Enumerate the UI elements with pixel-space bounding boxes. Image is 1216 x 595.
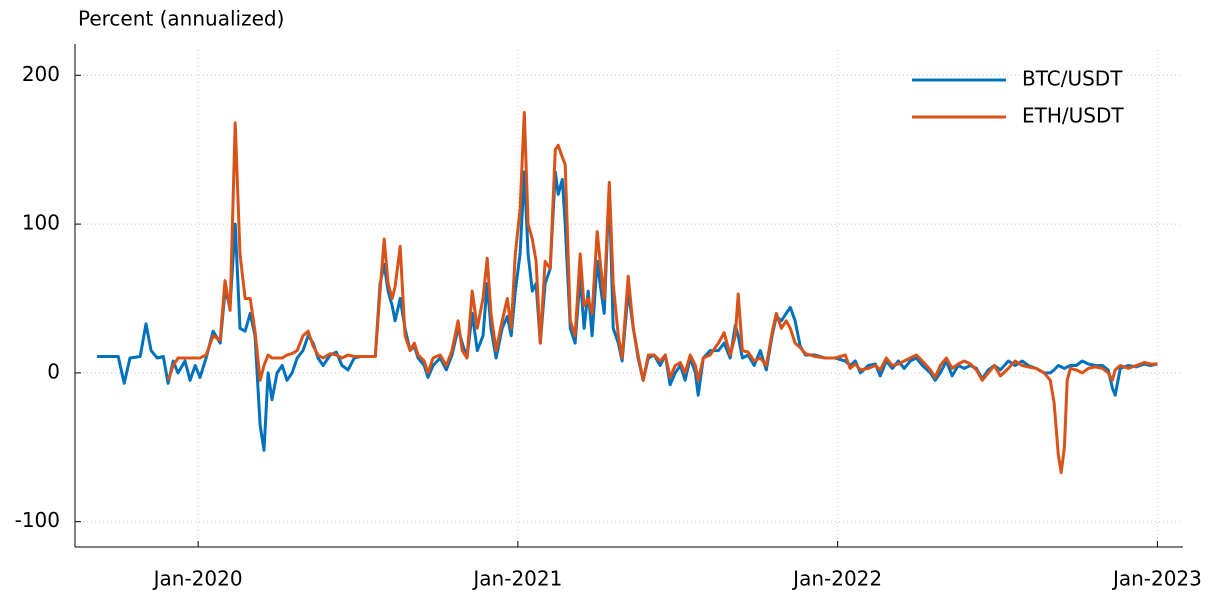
x-tick-label: Jan-2021 — [471, 567, 562, 591]
x-tick-label: Jan-2020 — [152, 567, 243, 591]
y-tick-label: 0 — [47, 359, 60, 383]
series-line — [97, 170, 1158, 452]
y-axis-label: Percent (annualized) — [78, 7, 284, 31]
y-tick-label: 200 — [22, 62, 60, 86]
legend-label: BTC/USDT — [1022, 67, 1123, 91]
legend-label: ETH/USDT — [1022, 104, 1124, 128]
y-tick-label: 100 — [22, 211, 60, 235]
y-tick-label: -100 — [15, 508, 60, 532]
x-tick-label: Jan-2022 — [791, 567, 882, 591]
series-line — [166, 111, 1158, 475]
x-tick-label: Jan-2023 — [1111, 567, 1202, 591]
